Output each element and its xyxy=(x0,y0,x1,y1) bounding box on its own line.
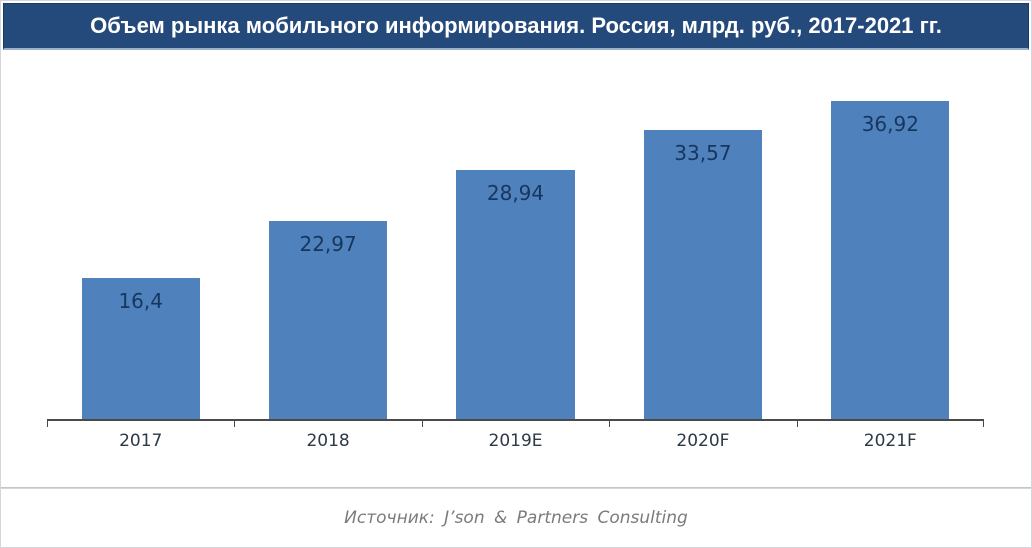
bar-value-label: 22,97 xyxy=(299,232,357,256)
bar-slot: 36,92 xyxy=(797,51,984,419)
x-axis-tick xyxy=(609,419,611,427)
x-axis-tick xyxy=(796,419,798,427)
source-text: Источник: J’son & Partners Consulting xyxy=(344,508,688,528)
x-axis-label: 2020F xyxy=(676,431,730,451)
x-axis-tick xyxy=(421,419,423,427)
bar-2019E: 28,94 xyxy=(456,170,575,419)
x-axis-tick xyxy=(983,419,984,427)
x-axis-label: 2019E xyxy=(488,431,543,451)
x-axis-labels: 2017 2018 2019E 2020F 2021F xyxy=(47,431,984,451)
footer-divider xyxy=(1,487,1031,489)
x-axis-label: 2018 xyxy=(306,431,350,451)
bar-slot: 16,4 xyxy=(47,51,234,419)
bar-slot: 33,57 xyxy=(609,51,796,419)
x-axis-label: 2021F xyxy=(863,431,917,451)
bar-2018: 22,97 xyxy=(269,221,388,419)
x-axis-tick xyxy=(234,419,236,427)
bar-2020F: 33,57 xyxy=(643,130,762,419)
bar-2017: 16,4 xyxy=(81,278,200,419)
bar-value-label: 28,94 xyxy=(486,181,545,205)
bar-value-label: 16,4 xyxy=(118,289,163,313)
bar-value-label: 33,57 xyxy=(674,141,732,165)
x-axis-tick xyxy=(47,419,48,427)
chart-title: Объем рынка мобильного информирования. Р… xyxy=(90,13,942,38)
x-axis-label: 2017 xyxy=(119,431,163,451)
bar-2021F: 36,92 xyxy=(831,101,950,419)
bar-value-label: 36,92 xyxy=(861,112,919,136)
bar-slot: 28,94 xyxy=(422,51,609,419)
source-line: Источник: J’son & Partners Consulting xyxy=(1,508,1031,528)
bar-slot: 22,97 xyxy=(234,51,421,419)
plot-area: 16,4 22,97 28,94 33,57 36,92 xyxy=(47,51,984,427)
chart-title-bar: Объем рынка мобильного информирования. Р… xyxy=(3,3,1029,50)
